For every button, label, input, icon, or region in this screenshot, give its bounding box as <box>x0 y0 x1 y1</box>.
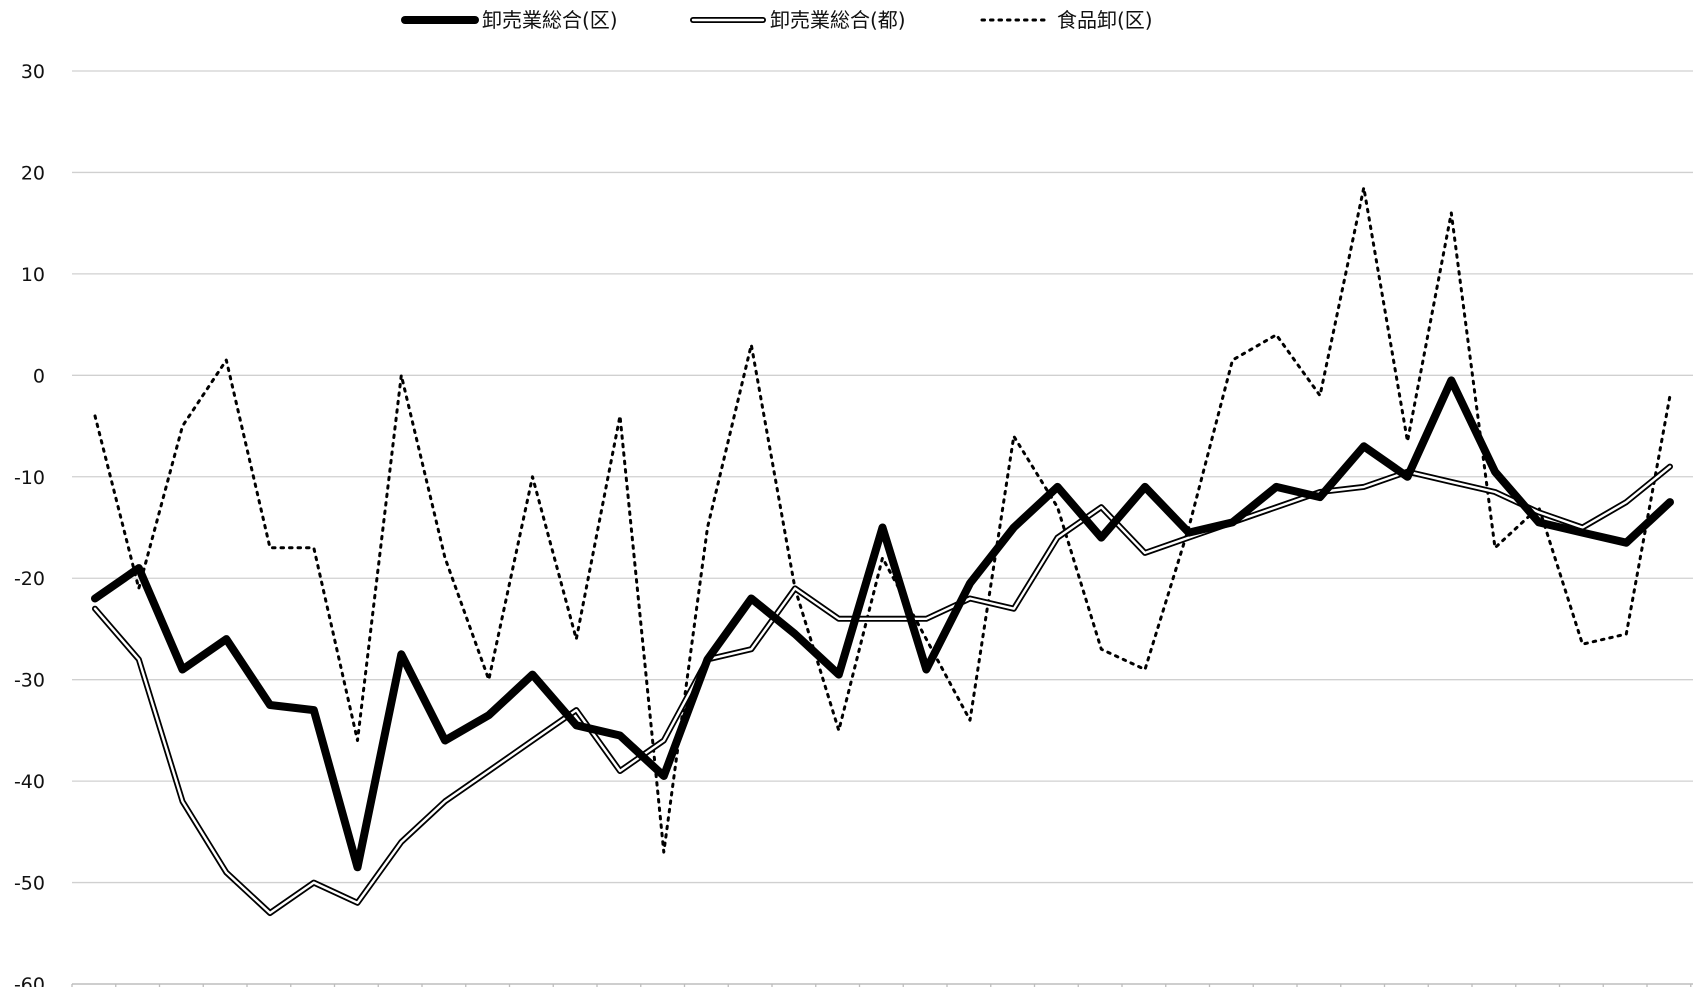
y-tick-label: -10 <box>14 467 45 489</box>
legend-label: 卸売業総合(区) <box>482 8 618 32</box>
series-lines <box>91 186 1674 916</box>
legend-label: 食品卸(区) <box>1057 8 1153 32</box>
y-tick-label: -30 <box>14 670 45 692</box>
y-tick-label: 20 <box>21 162 45 184</box>
y-tick-label: 30 <box>21 61 45 83</box>
series-dotted <box>93 186 1672 854</box>
y-tick-label: 10 <box>21 264 45 286</box>
legend-entry: 卸売業総合(区) <box>401 8 618 32</box>
y-tick-label: -50 <box>14 873 45 895</box>
y-tick-label: 0 <box>33 365 45 387</box>
legend: 卸売業総合(区) 卸売業総合(都) 食品卸(区) <box>401 8 1153 32</box>
legend-entry: 卸売業総合(都) <box>690 8 906 32</box>
legend-label: 卸売業総合(都) <box>770 8 906 32</box>
series-line-dotted <box>93 186 1672 854</box>
gridlines <box>72 70 1693 985</box>
y-tick-label: -20 <box>14 568 45 590</box>
y-tick-label: -60 <box>14 974 45 987</box>
series-thick-solid <box>91 376 1674 872</box>
y-axis-tick-labels: 30 20 10 0 -10 -20 -30 -40 -50 -60 <box>14 61 45 987</box>
x-axis <box>71 984 1692 987</box>
y-tick-label: -40 <box>14 771 45 793</box>
legend-entry: 食品卸(区) <box>980 8 1153 32</box>
